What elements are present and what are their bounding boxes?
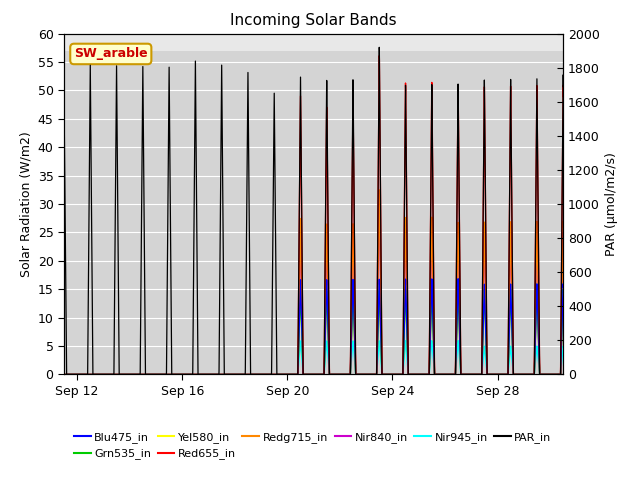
Title: Incoming Solar Bands: Incoming Solar Bands xyxy=(230,13,397,28)
Text: SW_arable: SW_arable xyxy=(74,48,148,60)
Legend: Blu475_in, Grn535_in, Yel580_in, Red655_in, Redg715_in, Nir840_in, Nir945_in, PA: Blu475_in, Grn535_in, Yel580_in, Red655_… xyxy=(70,428,556,464)
Y-axis label: PAR (μmol/m2/s): PAR (μmol/m2/s) xyxy=(605,152,618,256)
Bar xyxy=(64,34,563,50)
Y-axis label: Solar Radiation (W/m2): Solar Radiation (W/m2) xyxy=(19,131,32,277)
